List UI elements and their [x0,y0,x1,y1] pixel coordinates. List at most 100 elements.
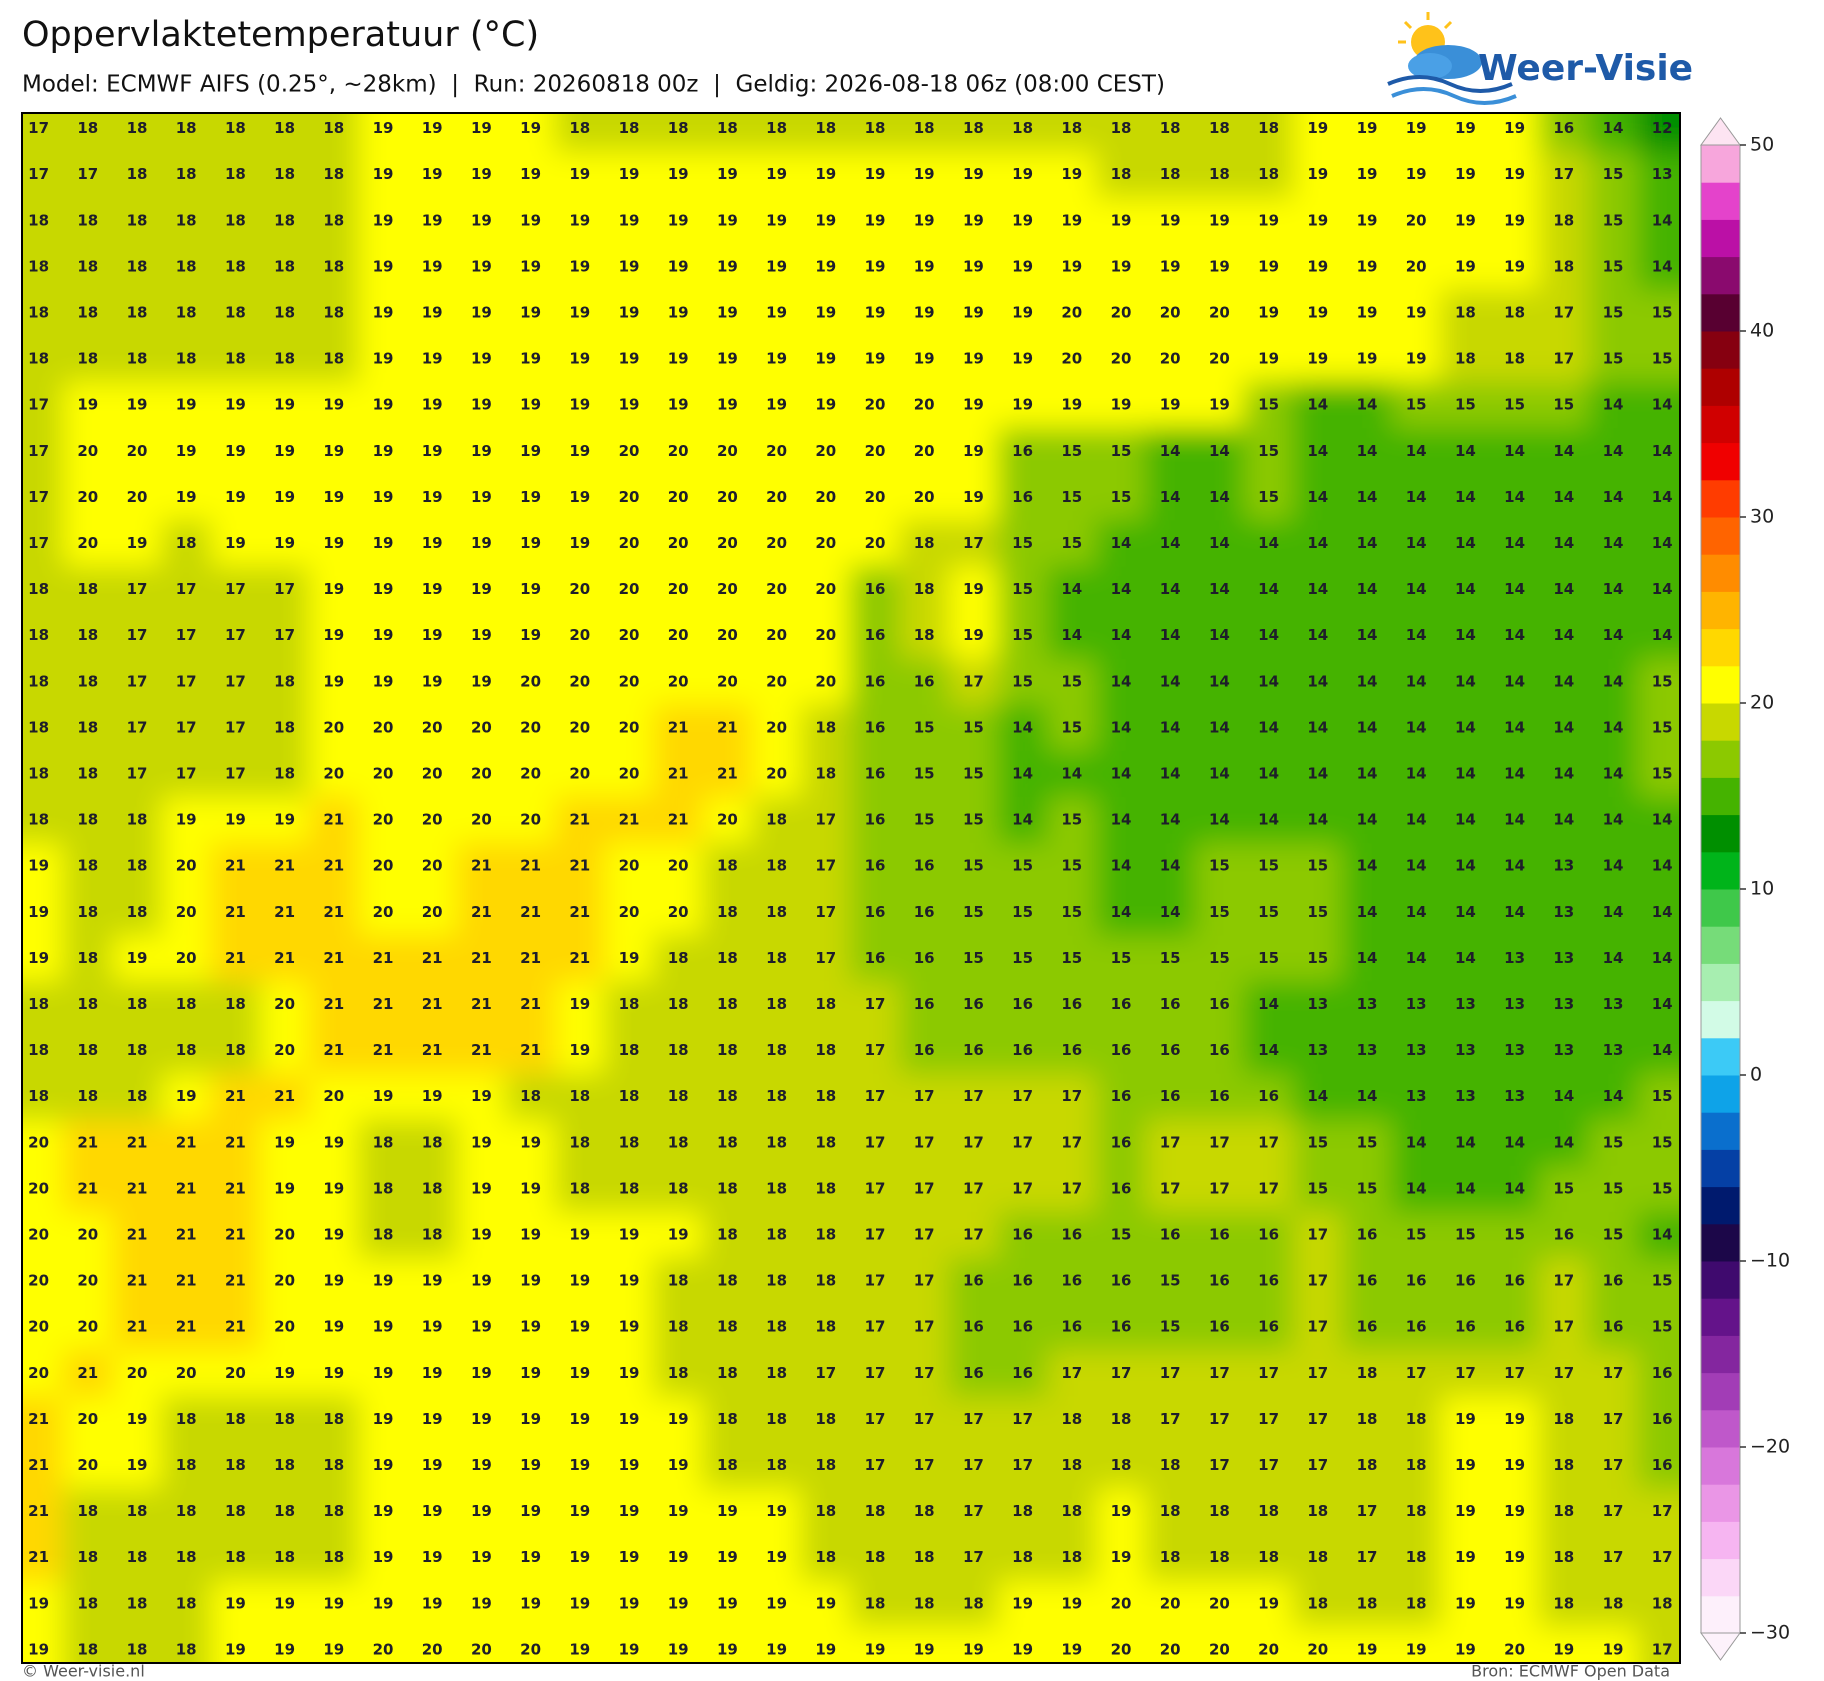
temp-cell [752,151,802,199]
temp-value: 14 [1652,626,1673,644]
temp-value: 19 [471,1318,492,1336]
colorbar-bottom-arrow [1700,1632,1741,1661]
temp-value: 19 [914,165,935,183]
temp-value: 19 [1111,396,1132,414]
temp-value: 18 [77,1640,98,1658]
temp-cell [1490,1258,1540,1305]
temp-value: 15 [1061,488,1082,506]
temp-cell [899,113,950,153]
temp-cell [1588,1211,1639,1259]
temp-cell [456,197,507,245]
temp-cell [1637,1165,1680,1213]
temp-cell [653,428,704,475]
temp-value: 16 [1111,1087,1132,1105]
temp-value: 14 [1603,534,1624,552]
temp-cell [899,1258,950,1305]
temp-value: 15 [1652,350,1673,368]
temp-cell [653,1073,704,1121]
temp-value: 16 [1160,1041,1181,1059]
temp-value: 19 [1111,257,1132,275]
temp-cell [1096,428,1147,475]
temp-value: 19 [569,1594,590,1612]
temp-value: 17 [1258,1364,1279,1382]
temp-value: 18 [274,304,295,322]
temp-cell [1047,336,1097,383]
temp-cell [1342,750,1393,798]
temp-value: 18 [668,1087,689,1105]
temperature-field [22,113,1680,1663]
temp-cell [456,151,507,199]
temp-value: 19 [28,949,49,967]
temp-cell [1490,1211,1540,1259]
temp-cell [1440,289,1491,337]
temp-value: 15 [1652,1272,1673,1290]
temp-value: 15 [1455,1226,1476,1244]
temp-value: 20 [520,718,541,736]
temp-cell [752,935,802,982]
temp-cell [850,151,901,199]
temp-cell [1244,658,1294,706]
temp-value: 21 [28,1456,49,1474]
temp-value: 19 [1357,350,1378,368]
temp-cell [1096,981,1147,1029]
temp-cell [653,382,704,429]
temp-value: 16 [1012,1318,1033,1336]
temp-cell [260,520,310,568]
temp-cell [948,797,999,844]
temp-value: 15 [1603,304,1624,322]
temp-value: 18 [28,1087,49,1105]
temp-value: 15 [963,903,984,921]
colorbar-band [1701,442,1740,481]
temp-value: 20 [569,672,590,690]
temp-cell [653,935,704,982]
temp-cell [309,1119,359,1167]
temp-cell [1244,382,1294,429]
temp-value: 14 [1603,119,1624,137]
temp-value: 19 [471,1179,492,1197]
temp-value: 18 [914,626,935,644]
temp-cell [1490,843,1540,890]
temp-value: 18 [1406,1502,1427,1520]
temp-cell [1342,889,1393,936]
temp-value: 17 [1061,1133,1082,1151]
temp-cell [210,566,261,614]
temp-cell [1637,151,1680,199]
temp-cell [850,889,901,936]
temp-value: 19 [717,1502,738,1520]
temp-cell [309,336,359,383]
temp-value: 19 [422,1548,443,1566]
colorbar-band [1701,1298,1740,1336]
temp-value: 15 [1553,1179,1574,1197]
colorbar-band [1701,219,1740,258]
temp-value: 19 [1258,211,1279,229]
temp-cell [801,889,851,936]
temp-cell [506,797,556,844]
temp-value: 18 [323,1548,344,1566]
temp-value: 20 [127,442,148,460]
temp-cell [1539,428,1589,475]
temp-cell [1539,750,1589,798]
temp-value: 16 [1652,1456,1673,1474]
colorbar-band [1701,1558,1740,1597]
temp-value: 14 [1111,903,1132,921]
temp-cell [899,428,950,475]
temp-cell [1588,889,1639,936]
temp-value: 17 [865,1410,886,1428]
temp-value: 19 [569,1226,590,1244]
colorbar-band [1701,182,1740,220]
temp-value: 15 [914,765,935,783]
temp-cell [1293,1027,1343,1075]
temp-value: 19 [569,1410,590,1428]
temp-value: 19 [569,1640,590,1658]
temp-cell [752,704,802,752]
temp-cell [1244,750,1294,798]
temp-value: 14 [1160,857,1181,875]
temp-value: 18 [1209,165,1230,183]
temp-cell [1490,243,1540,291]
temp-value: 19 [373,1318,394,1336]
temp-cell [801,1119,851,1167]
temp-cell [63,750,113,798]
colorbar-band [1701,1595,1740,1634]
temp-cell [1145,1119,1196,1167]
temp-cell [1391,935,1442,982]
